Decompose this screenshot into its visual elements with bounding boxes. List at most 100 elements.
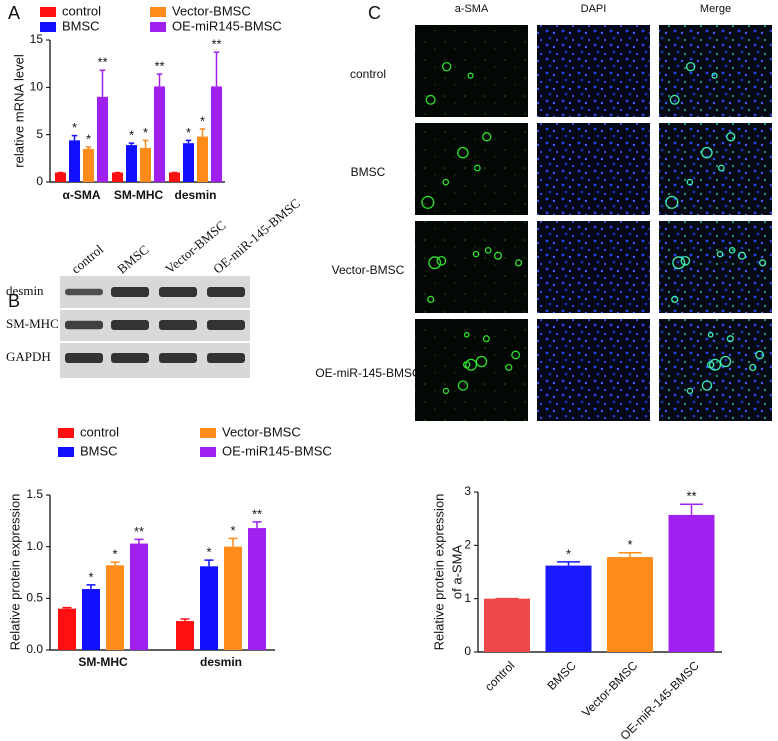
stained-vessel — [482, 132, 492, 142]
error-bar — [110, 561, 120, 566]
blot-band — [111, 320, 149, 330]
significance-label: * — [206, 545, 211, 560]
bar — [169, 172, 180, 182]
x-tick-label: SM-MHC — [114, 188, 164, 202]
stained-vessel — [707, 331, 714, 338]
bar — [130, 543, 148, 650]
stained-vessel — [755, 350, 765, 360]
error-bar — [213, 51, 220, 87]
stained-vessel — [709, 358, 722, 371]
legend-swatch — [40, 7, 56, 17]
bar — [484, 598, 530, 652]
y-tick-label: 10 — [30, 80, 44, 94]
significance-label: * — [88, 569, 93, 584]
micrograph — [537, 25, 650, 117]
blot-band — [207, 320, 245, 330]
error-bar — [71, 134, 78, 141]
bar — [545, 565, 592, 652]
column-header: a-SMA — [455, 3, 489, 15]
significance-label: * — [200, 113, 205, 128]
y-tick-label: 0.0 — [26, 642, 43, 656]
error-bar — [199, 128, 206, 137]
bar — [211, 86, 222, 182]
micrograph — [537, 221, 650, 313]
blot-row-label: desmin — [6, 283, 44, 298]
micrograph — [415, 123, 528, 215]
bar — [112, 172, 123, 182]
error-bar — [185, 139, 192, 144]
legend-label: OE-miR145-BMSC — [172, 18, 282, 33]
bar — [183, 143, 194, 182]
significance-label: ** — [211, 37, 221, 52]
stained-vessel — [421, 195, 435, 209]
stained-vessel — [475, 355, 488, 368]
row-label: OE-miR-145-BMSC — [315, 366, 421, 380]
legend-swatch — [58, 447, 74, 457]
micrograph — [415, 25, 528, 117]
significance-label: * — [627, 537, 632, 552]
blot-band — [159, 320, 197, 330]
stained-vessel — [718, 164, 725, 172]
significance-label: * — [129, 128, 134, 143]
stained-vessel — [474, 164, 481, 172]
x-tick-label: BMSC — [544, 658, 579, 693]
stained-vessel — [505, 363, 513, 372]
blot-lane-label: control — [68, 241, 106, 276]
bar — [140, 147, 151, 182]
stained-vessel — [701, 146, 713, 159]
stained-vessel — [686, 178, 694, 186]
legend-label: Vector-BMSC — [222, 424, 301, 439]
stained-vessel — [726, 335, 734, 343]
stained-vessel — [685, 62, 696, 72]
significance-label: * — [186, 125, 191, 140]
column-header: Merge — [700, 3, 731, 15]
stained-vessel — [665, 195, 679, 209]
legend-label: BMSC — [80, 443, 118, 458]
bar — [668, 514, 715, 652]
stained-vessel — [463, 331, 470, 338]
significance-label: * — [230, 523, 235, 538]
y-axis-label: relative mRNA level — [11, 54, 26, 168]
column-header: DAPI — [581, 3, 607, 15]
stained-vessel — [472, 250, 480, 258]
bar — [176, 621, 194, 650]
x-tick-label: desmin — [174, 188, 216, 202]
blot-band — [111, 287, 149, 297]
x-tick-label: control — [482, 658, 517, 693]
stained-vessel — [441, 62, 452, 72]
stained-vessel — [671, 295, 679, 303]
row-label: Vector-BMSC — [332, 263, 405, 277]
stained-vessel — [442, 178, 450, 186]
error-bar — [557, 561, 580, 566]
y-tick-label: 2 — [464, 538, 471, 552]
stained-vessel — [707, 361, 715, 369]
stained-vessel — [515, 259, 523, 267]
y-tick-label: 0 — [464, 644, 471, 658]
y-tick-label: 1.5 — [26, 487, 43, 501]
stained-vessel — [728, 247, 736, 254]
legend-label: control — [80, 424, 119, 439]
significance-label: * — [112, 547, 117, 562]
stained-vessel — [669, 94, 680, 105]
bar — [197, 136, 208, 182]
error-bar — [128, 142, 135, 146]
panel-label: C — [368, 3, 381, 23]
y-axis-label: Relative protein expression — [7, 494, 22, 651]
error-bar — [680, 503, 703, 515]
y-axis-label: Relative protein expression — [431, 494, 446, 651]
bar — [69, 140, 80, 182]
bar — [82, 589, 100, 650]
blot-band — [65, 288, 103, 296]
blot-band — [111, 353, 149, 363]
micrograph — [415, 221, 528, 313]
stained-vessel — [749, 363, 757, 372]
stained-vessel — [484, 247, 492, 254]
error-bar — [204, 559, 214, 567]
stained-vessel — [427, 295, 435, 303]
error-bar — [252, 521, 262, 529]
stained-vessel — [716, 250, 724, 258]
significance-label: ** — [686, 489, 696, 504]
stained-vessel — [457, 380, 469, 391]
stained-vessel — [672, 256, 686, 270]
